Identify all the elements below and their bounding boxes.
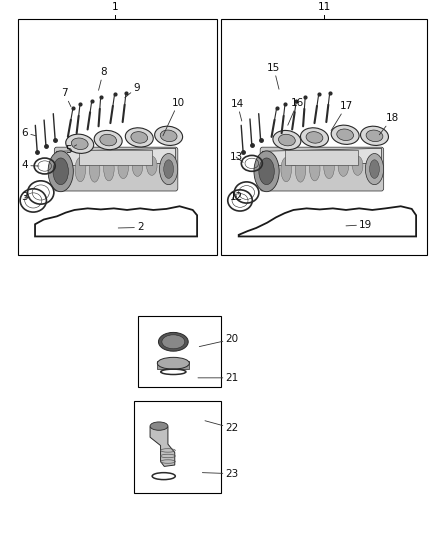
Text: 2: 2 xyxy=(118,222,144,232)
Ellipse shape xyxy=(370,160,379,179)
Ellipse shape xyxy=(75,157,85,182)
Text: 6: 6 xyxy=(21,127,36,138)
Ellipse shape xyxy=(100,134,117,146)
Text: 20: 20 xyxy=(199,334,239,346)
Ellipse shape xyxy=(331,125,359,144)
Text: 18: 18 xyxy=(379,114,399,135)
Text: 8: 8 xyxy=(99,67,106,90)
Ellipse shape xyxy=(160,130,177,142)
Ellipse shape xyxy=(161,156,171,176)
Text: 10: 10 xyxy=(163,98,185,136)
Text: 17: 17 xyxy=(331,101,353,131)
Ellipse shape xyxy=(132,156,143,176)
Ellipse shape xyxy=(159,154,178,184)
Text: 15: 15 xyxy=(267,63,280,89)
Text: 9: 9 xyxy=(125,83,140,98)
Bar xyxy=(221,19,427,255)
Ellipse shape xyxy=(164,160,173,179)
Text: 11: 11 xyxy=(318,2,331,12)
Ellipse shape xyxy=(71,138,88,150)
Text: 13: 13 xyxy=(230,152,243,163)
Bar xyxy=(138,316,221,387)
Ellipse shape xyxy=(324,157,334,179)
Text: 3: 3 xyxy=(21,192,30,202)
Ellipse shape xyxy=(367,156,377,176)
FancyBboxPatch shape xyxy=(54,147,178,191)
Ellipse shape xyxy=(337,129,353,141)
Text: 7: 7 xyxy=(61,88,71,107)
Bar xyxy=(18,19,217,255)
FancyBboxPatch shape xyxy=(79,150,153,166)
Ellipse shape xyxy=(254,151,279,192)
Ellipse shape xyxy=(94,131,122,150)
Text: 16: 16 xyxy=(288,98,304,125)
Ellipse shape xyxy=(61,158,71,180)
Text: 1: 1 xyxy=(112,2,119,12)
Polygon shape xyxy=(262,148,381,166)
Polygon shape xyxy=(150,427,175,466)
Ellipse shape xyxy=(267,158,277,180)
Ellipse shape xyxy=(150,422,168,430)
Ellipse shape xyxy=(310,157,320,181)
Ellipse shape xyxy=(360,126,389,146)
Ellipse shape xyxy=(104,157,114,181)
Bar xyxy=(134,401,221,493)
Ellipse shape xyxy=(300,128,328,147)
Ellipse shape xyxy=(159,333,188,351)
Ellipse shape xyxy=(306,132,323,143)
Ellipse shape xyxy=(162,335,185,349)
Ellipse shape xyxy=(66,134,94,154)
Ellipse shape xyxy=(273,131,301,150)
Ellipse shape xyxy=(53,158,68,184)
Ellipse shape xyxy=(259,158,274,184)
Ellipse shape xyxy=(118,157,128,179)
Ellipse shape xyxy=(279,134,295,146)
Polygon shape xyxy=(157,360,189,369)
Ellipse shape xyxy=(365,154,384,184)
Ellipse shape xyxy=(157,357,189,369)
Ellipse shape xyxy=(353,156,363,175)
Polygon shape xyxy=(57,148,176,166)
Ellipse shape xyxy=(281,157,291,182)
Ellipse shape xyxy=(155,126,183,146)
Ellipse shape xyxy=(366,130,383,142)
Ellipse shape xyxy=(48,151,73,192)
Text: 23: 23 xyxy=(202,469,239,479)
Ellipse shape xyxy=(338,156,349,176)
Text: 4: 4 xyxy=(21,160,39,171)
Text: 22: 22 xyxy=(205,421,239,433)
Text: 12: 12 xyxy=(230,192,243,202)
Ellipse shape xyxy=(131,132,148,143)
Ellipse shape xyxy=(295,157,306,182)
FancyBboxPatch shape xyxy=(260,147,384,191)
Ellipse shape xyxy=(125,128,153,147)
Text: 19: 19 xyxy=(346,220,372,230)
Ellipse shape xyxy=(147,156,157,175)
FancyBboxPatch shape xyxy=(285,150,359,166)
Text: 21: 21 xyxy=(198,373,239,383)
Ellipse shape xyxy=(89,157,100,182)
Text: 14: 14 xyxy=(231,99,244,121)
Text: 5: 5 xyxy=(65,144,77,155)
